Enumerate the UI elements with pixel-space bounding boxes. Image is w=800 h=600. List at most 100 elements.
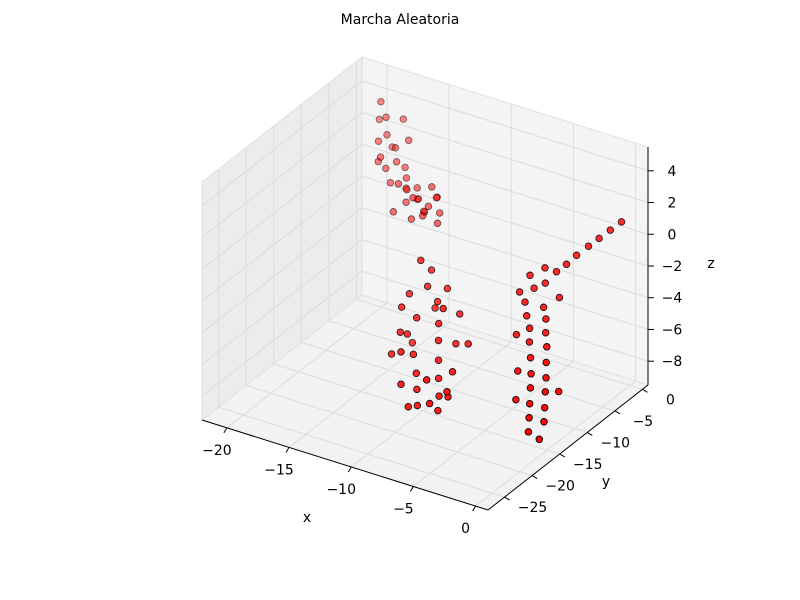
scatter-point	[617, 218, 626, 226]
x-tick-label: 0	[461, 521, 470, 537]
scatter-point	[455, 310, 464, 318]
scatter-point	[526, 353, 535, 362]
scatter-point	[397, 348, 405, 356]
scatter-point	[527, 370, 535, 378]
scatter-point	[434, 374, 443, 383]
y-tick-mark	[614, 410, 621, 415]
scatter-point	[403, 330, 412, 338]
scatter-point	[539, 303, 548, 312]
scatter-point	[512, 330, 521, 339]
y-gridline	[300, 104, 588, 433]
chart-title: Marcha Aleatoria	[341, 12, 460, 28]
scatter-point	[541, 328, 550, 337]
z-gridline	[201, 143, 649, 270]
scatter-point	[409, 193, 417, 202]
scatter-point	[432, 194, 441, 202]
scatter-point	[382, 164, 390, 173]
z-tick-label: −8	[662, 354, 683, 370]
x-gridline	[226, 64, 388, 429]
scatter-point	[402, 174, 411, 182]
z-gridline	[201, 270, 649, 397]
scatter-point	[448, 368, 457, 376]
z-tick-label: 4	[668, 164, 677, 180]
scatter-point	[404, 402, 413, 411]
scatter-point	[383, 131, 391, 139]
y-gridline	[245, 147, 533, 476]
scatter-point	[443, 388, 451, 396]
y-gridline	[273, 126, 560, 455]
scatter-point	[525, 338, 534, 346]
scatter-point	[413, 184, 421, 192]
scatter-point	[515, 288, 524, 296]
scatter-point	[386, 178, 395, 187]
z-tick-label: −4	[662, 291, 683, 307]
scatter-point	[413, 385, 421, 394]
scatter-point	[525, 414, 533, 422]
scatter-point	[423, 282, 432, 291]
scatter-point	[514, 367, 522, 375]
scatter-point	[382, 113, 390, 121]
scatter-point	[535, 435, 544, 444]
x-gridline	[475, 143, 637, 507]
scatter-point	[439, 304, 447, 313]
scatter-point	[405, 290, 414, 298]
scatter-point	[452, 339, 460, 348]
scatter-point	[417, 256, 425, 265]
y-tick-mark	[531, 475, 538, 479]
y-axis-line	[487, 384, 649, 511]
scatter-point	[376, 153, 385, 161]
scatter-point	[377, 97, 385, 106]
scatter-point	[391, 143, 400, 152]
scatter-point	[562, 260, 571, 269]
scatter-point	[434, 406, 442, 415]
scatter-point	[404, 136, 413, 145]
scatter-point	[525, 324, 534, 333]
scatter-point	[427, 266, 436, 274]
scatter-point	[387, 350, 396, 358]
scatter-point	[540, 403, 549, 412]
scatter-point	[526, 384, 535, 392]
scatter-point	[541, 279, 550, 287]
scatter-point	[394, 180, 403, 188]
z-axis-label: z	[707, 256, 714, 272]
scatter-point	[541, 388, 550, 396]
x-tick-mark	[347, 466, 352, 473]
scatter-point	[552, 267, 561, 276]
scatter-point	[402, 198, 410, 206]
y-tick-label: −5	[633, 414, 654, 430]
x-gridline	[288, 84, 450, 448]
y-tick-mark	[642, 388, 648, 393]
scatter-point	[408, 338, 417, 347]
scatter-point	[554, 387, 563, 396]
scatter-point	[542, 358, 550, 367]
axes-grid	[201, 61, 649, 507]
scatter-point	[412, 369, 421, 378]
x-gridline	[350, 104, 512, 468]
scatter-point	[524, 428, 533, 436]
y-tick-mark	[587, 431, 593, 436]
x-tick-mark	[285, 447, 290, 453]
scatter-point	[418, 212, 427, 220]
scatter-point	[541, 264, 549, 272]
scatter-point	[428, 183, 436, 191]
x-tick-mark	[409, 486, 414, 492]
scatter-point	[433, 297, 442, 306]
x-gridline	[413, 123, 574, 487]
scatter-point	[403, 185, 411, 194]
scatter-point	[595, 234, 603, 243]
scatter-point	[388, 143, 397, 151]
scatter-point	[606, 226, 615, 234]
scatter-point	[375, 115, 384, 124]
scatter-point	[434, 356, 443, 364]
scatter-point	[526, 271, 534, 280]
z-tick-label: −2	[662, 259, 683, 275]
z-gridline	[201, 207, 649, 334]
scatter-point	[434, 336, 443, 345]
z-gridline	[201, 80, 649, 207]
x-tick-label: −10	[326, 482, 356, 498]
y-tick-label: −10	[601, 435, 631, 451]
y-tick-mark	[559, 453, 565, 458]
scatter-point	[409, 350, 418, 359]
